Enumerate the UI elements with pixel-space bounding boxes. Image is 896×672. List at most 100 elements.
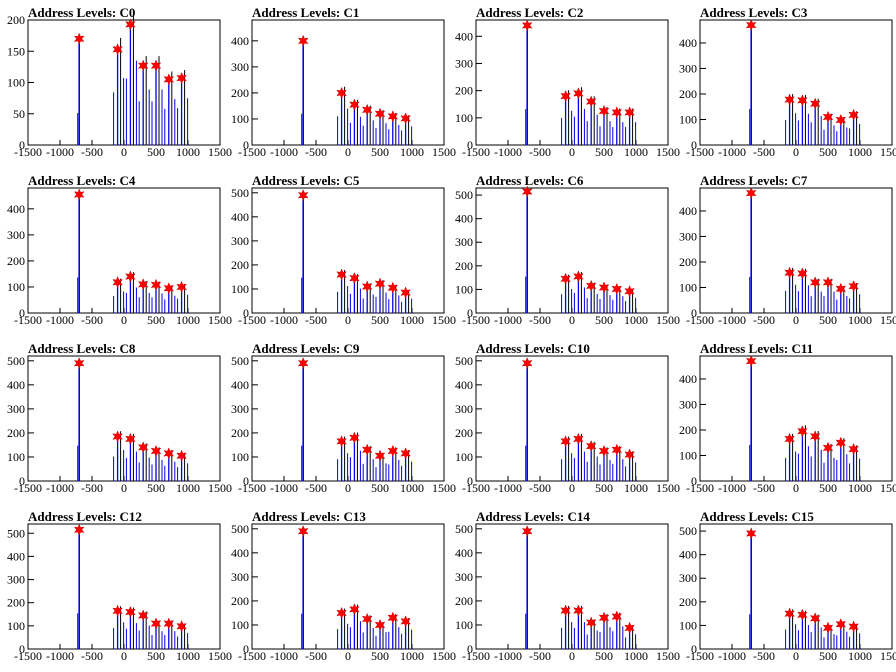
peak-marker [585, 279, 597, 293]
x-tick-label: -1000 [718, 481, 746, 495]
histogram-panel-14: Address Levels: C14 0 100 200 300 400 500 -1500… [448, 504, 680, 672]
chart-title: Address Levels: C11 [700, 341, 814, 356]
peak-marker [848, 108, 859, 122]
peak-marker [624, 621, 635, 635]
peak-marker [624, 448, 635, 461]
peak-marker [137, 278, 149, 291]
histogram-panel-13: Address Levels: C13 0 100 200 300 400 500 -1500… [224, 504, 456, 672]
histogram-svg: 0 100 200 300 400 500 -1500 -1000 -500 0 500 1000 15… [455, 522, 680, 663]
y-tick-label: 100 [455, 111, 473, 125]
peak-marker [176, 620, 187, 633]
peak-marker [400, 447, 411, 460]
x-tick-label: 500 [819, 649, 837, 663]
y-tick-label: 200 [679, 595, 697, 609]
chart-title: Address Levels: C6 [476, 173, 584, 188]
y-tick-label: 100 [679, 448, 697, 462]
y-tick-label: 100 [7, 619, 25, 633]
peak-marker [822, 276, 834, 289]
peak-marker [73, 523, 85, 536]
y-tick-label: 500 [7, 526, 25, 540]
y-tick-label: 200 [455, 84, 473, 98]
x-tick-label: 1500 [880, 649, 896, 663]
peak-marker [163, 617, 175, 630]
x-tick-label: -1000 [46, 649, 74, 663]
x-tick-label: 500 [371, 481, 389, 495]
x-tick-label: 1500 [656, 145, 680, 159]
peak-marker [349, 603, 360, 616]
y-tick-label: 300 [455, 56, 473, 70]
peak-marker [809, 97, 821, 110]
peak-marker [809, 276, 821, 289]
chart-title: Address Levels: C13 [252, 509, 366, 524]
y-tick-label: 100 [455, 450, 473, 464]
peak-marker [361, 280, 373, 293]
y-tick-label: 300 [679, 229, 697, 243]
peak-marker [573, 432, 584, 446]
peak-marker [297, 357, 309, 370]
x-tick-label: -500 [529, 145, 551, 159]
peak-marker [848, 442, 859, 456]
y-tick-label: 500 [679, 524, 697, 538]
x-tick-label: 1000 [848, 145, 872, 159]
x-tick-label: -1500 [686, 649, 714, 663]
x-tick-label: 1000 [848, 313, 872, 327]
peak-marker [822, 621, 834, 634]
x-tick-label: -1000 [494, 649, 522, 663]
histogram-svg: 0 50 100 150 200 -1500 -1000 -500 0 500 1000 1500 [7, 9, 232, 159]
x-tick-label: -1000 [270, 313, 298, 327]
x-tick-label: -1500 [238, 313, 266, 327]
peak-marker [400, 615, 411, 628]
y-tick-label: 0 [691, 474, 697, 488]
histogram-svg: 0 100 200 300 400 500 -1500 -1000 -500 0 500 1000 15… [7, 354, 232, 495]
x-tick-label: 1000 [624, 145, 648, 159]
x-tick-label: -1000 [270, 649, 298, 663]
peak-marker [573, 87, 584, 100]
y-tick-label: 0 [243, 138, 249, 152]
x-tick-label: -500 [753, 481, 775, 495]
peak-marker [336, 606, 347, 620]
x-tick-label: -1500 [462, 481, 490, 495]
peak-marker [125, 18, 136, 31]
y-tick-label: 300 [231, 402, 249, 416]
x-tick-label: 1500 [880, 145, 896, 159]
x-tick-label: -1500 [462, 313, 490, 327]
x-tick-label: -1000 [494, 481, 522, 495]
y-tick-label: 300 [7, 402, 25, 416]
peak-marker [112, 604, 123, 617]
peak-marker [73, 188, 85, 201]
x-tick-label: -1500 [462, 649, 490, 663]
peak-marker [361, 612, 373, 626]
peak-marker [784, 93, 795, 106]
peak-marker [848, 280, 859, 293]
x-tick-label: 1500 [880, 313, 896, 327]
x-tick-label: 1000 [848, 649, 872, 663]
y-tick-label: 400 [7, 202, 25, 216]
y-tick-label: 0 [243, 306, 249, 320]
peak-marker [387, 444, 399, 458]
peak-marker [125, 605, 136, 619]
peak-marker [112, 276, 123, 289]
y-tick-label: 400 [231, 378, 249, 392]
peak-marker [374, 449, 386, 462]
x-tick-label: 0 [569, 313, 575, 327]
x-tick-label: -1000 [270, 481, 298, 495]
y-tick-label: 0 [691, 138, 697, 152]
y-tick-label: 0 [467, 642, 473, 656]
chart-title: Address Levels: C1 [252, 5, 360, 20]
peak-marker [809, 612, 821, 625]
y-tick-label: 400 [7, 549, 25, 563]
chart-title: Address Levels: C5 [252, 173, 360, 188]
y-tick-label: 200 [679, 87, 697, 101]
peak-marker [336, 435, 347, 448]
y-tick-label: 200 [679, 255, 697, 269]
y-tick-label: 300 [231, 60, 249, 74]
histogram-svg: 0 100 200 300 400 -1500 -1000 -500 0 500 1000 1500 [7, 187, 232, 327]
y-tick-label: 300 [679, 571, 697, 585]
peak-marker [150, 59, 162, 72]
x-tick-label: 1000 [400, 649, 424, 663]
x-tick-label: -1500 [686, 481, 714, 495]
peak-marker [745, 186, 757, 200]
peak-marker [784, 607, 795, 620]
x-tick-label: 500 [595, 649, 613, 663]
x-tick-label: 1000 [624, 313, 648, 327]
